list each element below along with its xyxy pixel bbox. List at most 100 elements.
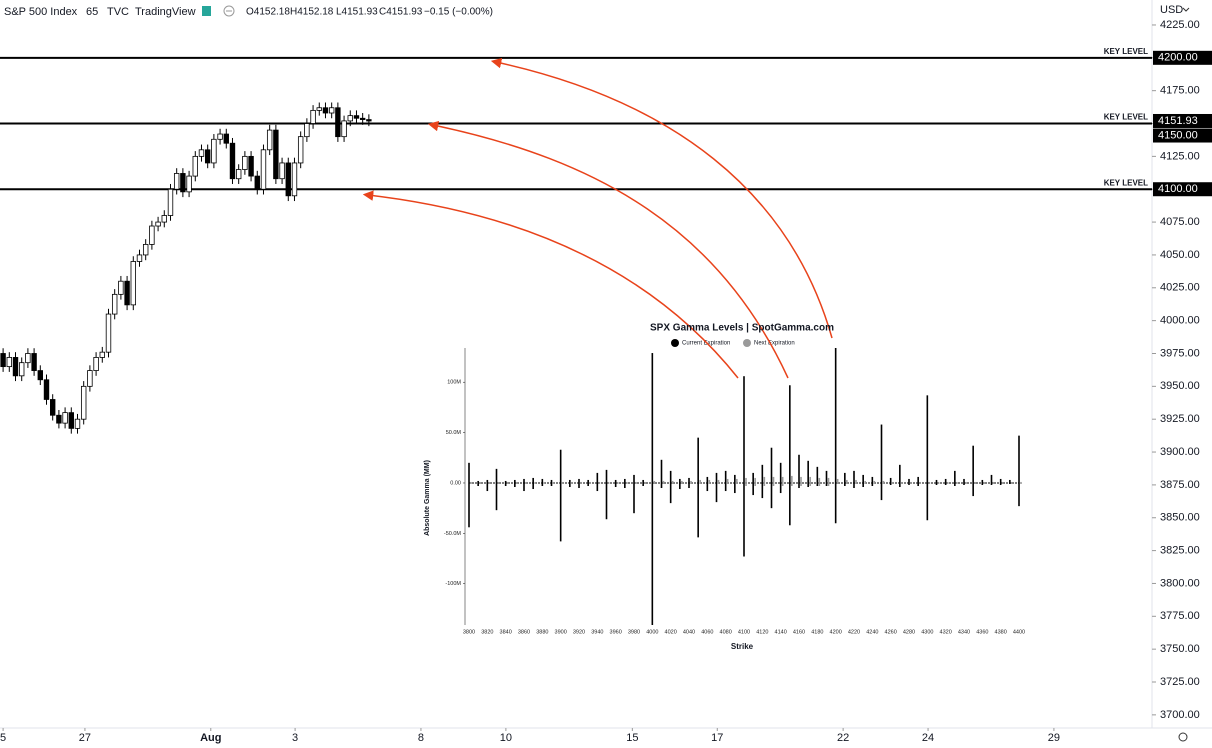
- gamma-bar-low: [644, 482, 646, 484]
- gamma-bar: [754, 477, 756, 483]
- gamma-bar: [736, 478, 738, 483]
- gamma-bar-low: [724, 482, 727, 492]
- candle-body: [105, 313, 112, 353]
- gamma-bar: [1001, 481, 1004, 483]
- gamma-bar: [669, 470, 672, 483]
- gamma-bar: [660, 459, 663, 483]
- candle-body: [180, 173, 186, 193]
- gamma-bar: [552, 481, 555, 483]
- currency[interactable]: USD: [1160, 4, 1183, 16]
- candle-body: [124, 280, 130, 306]
- gamma-bar: [633, 474, 635, 483]
- gamma-bar-low: [504, 482, 507, 486]
- inset-x-tick-label: 4360: [976, 629, 988, 635]
- gamma-bar: [697, 437, 699, 483]
- gamma-bar: [992, 481, 995, 483]
- gamma-bar: [999, 478, 1002, 483]
- inset-x-label: Strike: [731, 642, 754, 651]
- gamma-bar: [543, 481, 546, 483]
- gamma-bar: [708, 479, 711, 483]
- gamma-bar-low: [1020, 482, 1022, 484]
- inset-y-tick-label: 0.00: [450, 480, 461, 486]
- gamma-bar-low: [745, 482, 747, 486]
- gamma-bar: [779, 462, 782, 483]
- price-tag-label: 4150.00: [1158, 129, 1198, 141]
- gamma-bar: [662, 480, 665, 483]
- gamma-bar: [974, 481, 976, 483]
- gamma-bar-low: [836, 482, 839, 484]
- symbol[interactable]: S&P 500 Index: [4, 6, 78, 18]
- gamma-bar-low: [827, 482, 830, 486]
- inset-x-tick-label: 4220: [848, 629, 860, 635]
- gamma-bar: [624, 478, 626, 483]
- legend-label: Next Expiration: [754, 341, 795, 347]
- candle-body: [273, 129, 279, 180]
- gamma-bar: [497, 481, 500, 483]
- gamma-bar-low: [889, 482, 892, 485]
- candle-body: [136, 254, 143, 262]
- gamma-bar: [862, 474, 864, 483]
- gamma-bar-low: [598, 482, 601, 484]
- gamma-bar: [846, 479, 848, 483]
- inset-x-tick-label: 4040: [683, 629, 695, 635]
- gamma-bar: [873, 480, 876, 483]
- gamma-bar-low: [873, 482, 876, 484]
- gamma-bar-low: [944, 482, 947, 485]
- gamma-bar: [715, 472, 718, 483]
- gamma-bar-low: [846, 482, 848, 484]
- gamma-bar: [523, 478, 525, 483]
- y-tick-label: 4125.00: [1160, 150, 1200, 162]
- gamma-bar: [853, 470, 855, 483]
- gamma-bar-low: [468, 482, 470, 528]
- gamma-bar: [752, 472, 754, 483]
- arrow: [490, 57, 833, 339]
- price-tag: [1153, 182, 1212, 197]
- gamma-bar-low: [772, 482, 775, 486]
- candle-body: [322, 107, 329, 114]
- inset-x-tick-label: 3920: [573, 629, 585, 635]
- y-tick-label: 3850.00: [1160, 512, 1200, 524]
- inset-x-tick-label: 4340: [958, 629, 970, 635]
- gamma-bar-low: [697, 482, 699, 538]
- candle-body: [12, 357, 19, 377]
- candle-body: [310, 109, 316, 124]
- x-tick-label: 17: [711, 732, 723, 744]
- gamma-bar: [889, 477, 892, 483]
- y-tick-label: 4175.00: [1160, 85, 1200, 97]
- y-tick-label: 3800.00: [1160, 577, 1200, 589]
- gamma-bar-low: [761, 482, 764, 499]
- gamma-bar: [1020, 481, 1022, 483]
- settings-icon[interactable]: [1178, 732, 1188, 742]
- gamma-bar-low: [514, 482, 516, 488]
- inset-y-tick-label: 100M: [447, 380, 461, 386]
- gamma-bar-low: [919, 482, 921, 484]
- arrow: [427, 120, 789, 379]
- gamma-bar: [899, 464, 901, 483]
- gamma-bar: [763, 476, 766, 483]
- candle-body: [297, 136, 304, 164]
- source: TVC: [107, 6, 129, 18]
- candle-body: [74, 418, 81, 429]
- x-tick-label: Aug: [200, 732, 221, 744]
- ohlc-close: C4151.93: [379, 7, 423, 18]
- gamma-bar: [880, 424, 883, 483]
- hide-icon[interactable]: [223, 5, 235, 17]
- y-tick-label: 3750.00: [1160, 643, 1200, 655]
- gamma-bar: [745, 477, 747, 483]
- gamma-bar: [954, 470, 956, 483]
- x-tick-label: 3: [292, 732, 298, 744]
- inset-y-tick-label: -100M: [445, 581, 461, 587]
- gamma-bar: [477, 480, 479, 483]
- flag-icon[interactable]: [202, 6, 211, 16]
- gamma-bar: [561, 481, 564, 483]
- candle-body: [68, 412, 74, 429]
- gamma-bar-low: [963, 482, 965, 485]
- inset-title: SPX Gamma Levels | SpotGamma.com: [650, 323, 834, 334]
- gamma-bar: [614, 479, 617, 483]
- interval[interactable]: 65: [86, 6, 98, 18]
- candle-body: [335, 107, 341, 138]
- candle-body: [347, 115, 353, 122]
- gamma-bar-low: [818, 482, 821, 486]
- gamma-bar: [616, 481, 619, 483]
- candle-body: [93, 357, 99, 371]
